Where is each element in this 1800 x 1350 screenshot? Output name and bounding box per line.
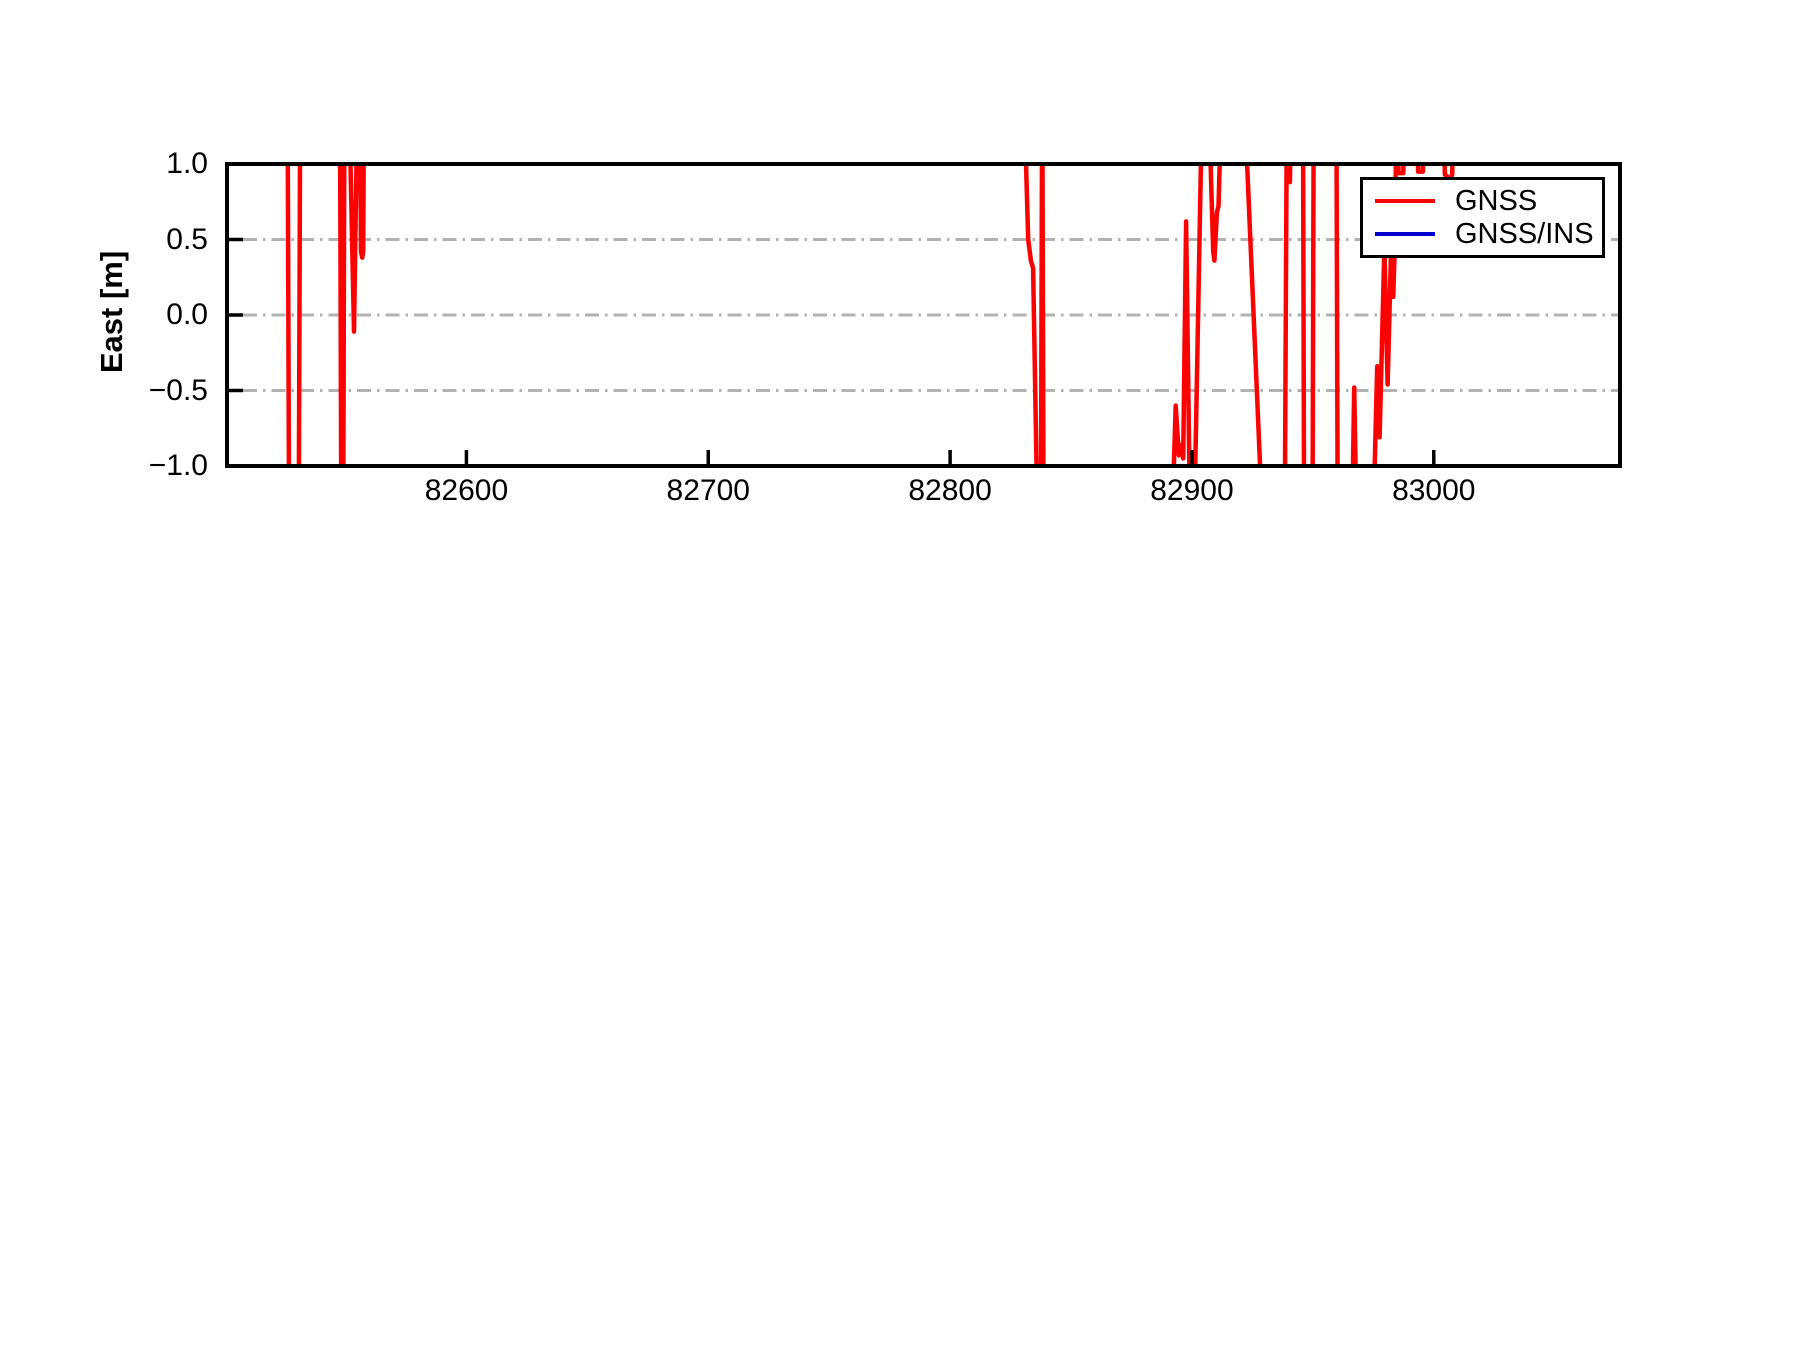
- x-tick-label: 82800: [908, 474, 992, 507]
- gnss-line-sample-icon: [1375, 199, 1435, 203]
- legend-entry-gnss: GNSS: [1373, 185, 1594, 218]
- x-tick-label: 83000: [1392, 474, 1476, 507]
- y-tick-label: −0.5: [148, 373, 208, 407]
- y-tick-label: 1.0: [166, 147, 208, 180]
- y-tick-label: 0.0: [166, 298, 208, 331]
- x-tick-label: 82700: [666, 474, 750, 507]
- y-tick-label: 0.5: [166, 222, 208, 256]
- gridlines: [243, 238, 1618, 392]
- x-tick-label: 82900: [1150, 474, 1234, 507]
- legend-label-gnss: GNSS: [1455, 184, 1538, 217]
- y-tick-label: −1.0: [148, 449, 208, 482]
- legend-label-gnss-ins: GNSS/INS: [1455, 217, 1594, 250]
- data-series: [285, 166, 1455, 464]
- series-line-gnss: [285, 166, 1455, 464]
- legend: GNSS GNSS/INS: [1360, 177, 1605, 258]
- x-tick-label: 82600: [424, 474, 509, 507]
- gnss-ins-line-sample-icon: [1375, 232, 1435, 236]
- plot-border: [225, 162, 1622, 468]
- axes-frame: [225, 162, 1622, 468]
- legend-entry-gnss-ins: GNSS/INS: [1373, 218, 1594, 251]
